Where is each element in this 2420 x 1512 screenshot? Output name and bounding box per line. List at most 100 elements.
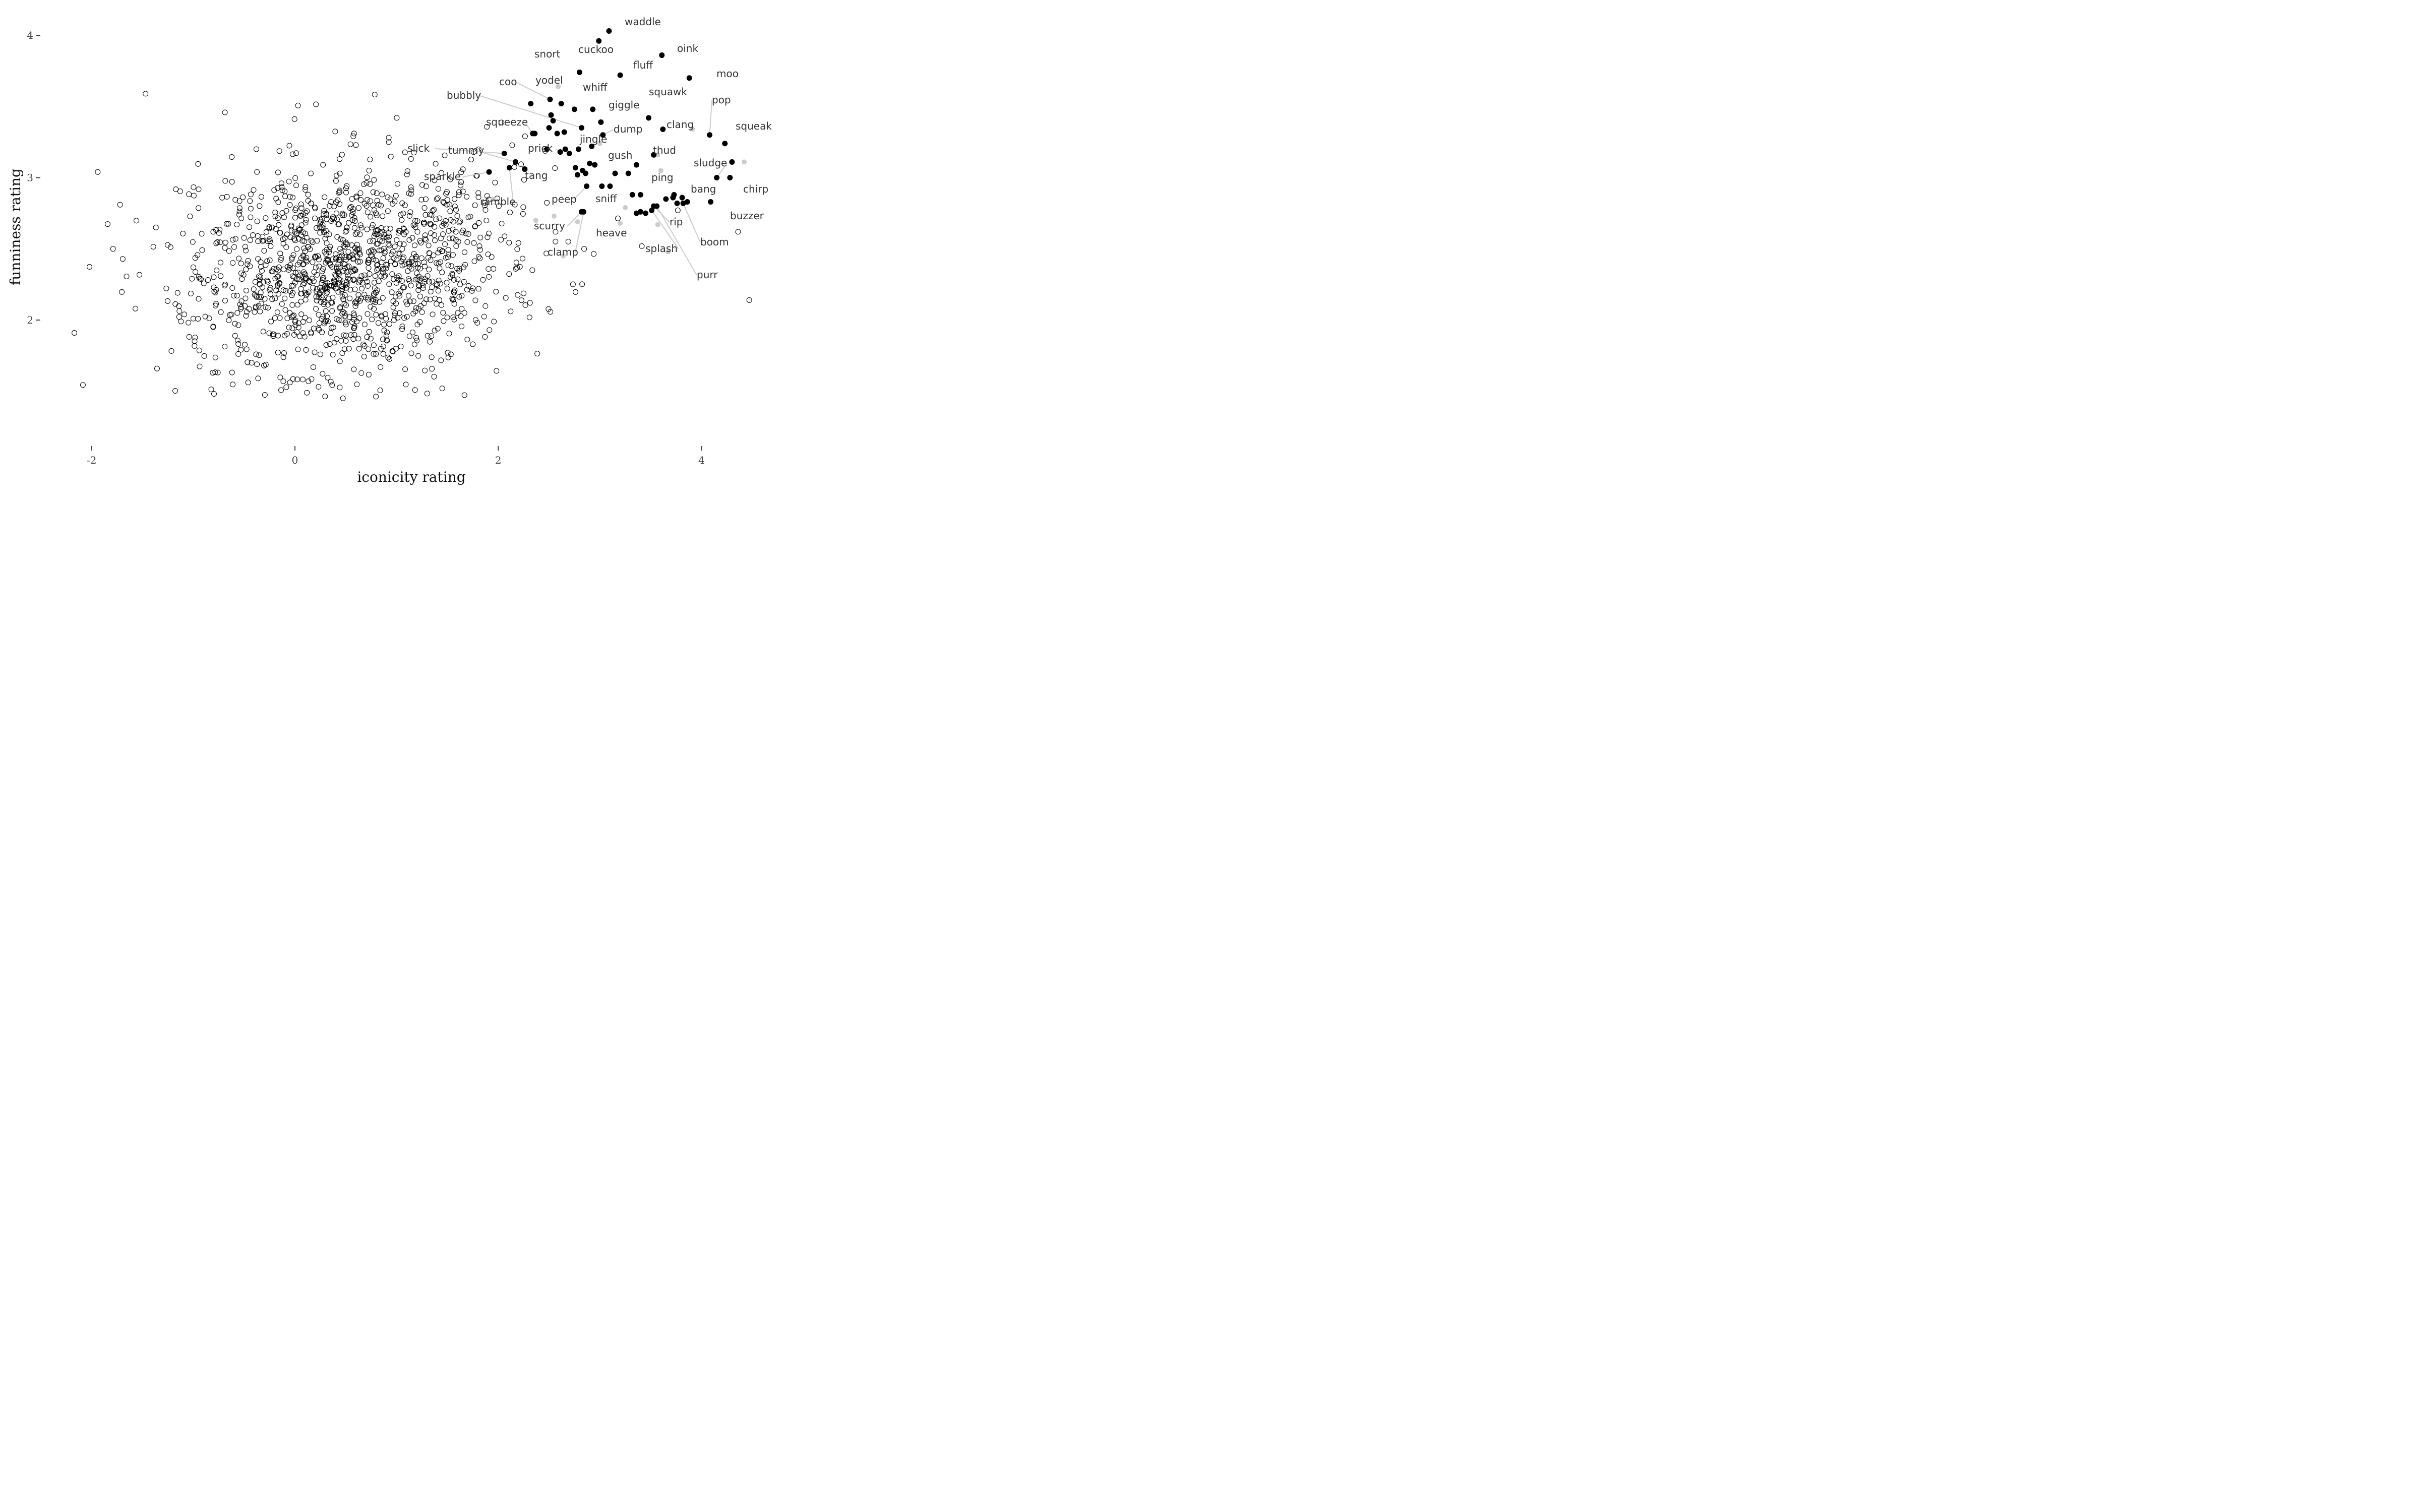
data-point	[451, 277, 457, 283]
data-point	[454, 266, 460, 272]
data-point	[443, 255, 449, 261]
data-point	[303, 217, 309, 223]
data-point	[384, 333, 389, 339]
data-point	[187, 213, 193, 219]
data-point	[306, 318, 312, 323]
data-point	[234, 222, 240, 227]
data-point	[438, 357, 444, 363]
data-point	[298, 291, 304, 297]
data-point	[342, 310, 347, 317]
data-point	[418, 240, 424, 245]
data-point	[402, 202, 408, 208]
word-label: dump	[614, 123, 643, 135]
data-point	[320, 266, 326, 272]
data-point	[462, 249, 467, 256]
data-point	[293, 182, 299, 188]
data-point	[472, 297, 478, 303]
highlighted-point	[546, 125, 552, 131]
data-point	[302, 210, 309, 216]
data-point	[474, 320, 480, 326]
data-point	[393, 193, 399, 199]
data-point	[371, 248, 377, 255]
word-label: gush	[608, 149, 632, 161]
data-point	[357, 190, 364, 196]
data-point	[369, 225, 375, 230]
data-point	[433, 161, 439, 167]
data-point	[263, 362, 269, 367]
highlighted-point	[629, 192, 635, 198]
data-point	[291, 116, 297, 122]
data-point	[342, 320, 348, 326]
data-point	[485, 234, 491, 240]
data-point	[328, 379, 334, 385]
data-point	[552, 165, 558, 171]
labeled-point	[590, 106, 596, 112]
data-point	[447, 176, 453, 182]
data-point	[196, 205, 202, 211]
data-point	[368, 336, 374, 342]
data-point	[217, 227, 223, 233]
data-point	[330, 294, 336, 300]
word-label: sniff	[595, 193, 618, 205]
data-point	[415, 353, 421, 359]
data-point	[464, 194, 470, 200]
data-point	[330, 352, 336, 358]
data-point	[341, 332, 347, 338]
data-point	[281, 350, 287, 356]
data-point	[298, 311, 305, 317]
data-point	[290, 290, 296, 296]
data-point	[283, 244, 289, 250]
data-point	[482, 200, 488, 206]
data-point	[361, 354, 367, 359]
gray-point	[491, 196, 496, 202]
highlighted-point	[625, 170, 631, 176]
data-point	[241, 235, 247, 241]
data-point	[354, 230, 360, 236]
data-point	[372, 207, 377, 213]
data-point	[381, 232, 387, 237]
data-point	[457, 218, 463, 224]
background-points	[72, 91, 752, 401]
data-point	[304, 208, 310, 214]
data-point	[471, 149, 477, 155]
data-point	[336, 190, 342, 196]
data-point	[453, 207, 459, 213]
data-point	[380, 266, 386, 272]
data-point	[232, 321, 238, 327]
data-point	[442, 152, 448, 158]
data-point	[275, 185, 281, 191]
data-point	[165, 298, 171, 304]
labeled-point	[530, 131, 536, 137]
data-point	[195, 161, 201, 167]
data-point	[365, 297, 371, 302]
data-point	[351, 366, 357, 372]
data-point	[255, 233, 261, 239]
data-point	[328, 330, 334, 336]
data-point	[212, 289, 218, 295]
data-point	[328, 199, 334, 205]
highlighted-point	[562, 146, 568, 152]
data-point	[275, 283, 281, 289]
data-point	[302, 290, 309, 296]
labeled-point	[600, 132, 606, 138]
data-point	[195, 316, 201, 322]
data-point	[444, 280, 450, 286]
data-point	[443, 222, 449, 228]
data-point	[553, 238, 559, 244]
data-point	[308, 170, 314, 176]
data-point	[358, 295, 364, 301]
data-point	[430, 311, 436, 318]
data-point	[451, 290, 457, 295]
data-point	[317, 351, 323, 357]
data-point	[421, 205, 428, 211]
data-point	[221, 283, 227, 289]
data-point	[186, 191, 192, 197]
data-point	[451, 301, 457, 307]
data-point	[429, 333, 434, 339]
data-point	[343, 302, 349, 308]
data-point	[292, 322, 298, 328]
data-point	[522, 302, 528, 308]
data-point	[196, 186, 202, 193]
data-point	[333, 255, 339, 261]
data-point	[322, 248, 328, 255]
